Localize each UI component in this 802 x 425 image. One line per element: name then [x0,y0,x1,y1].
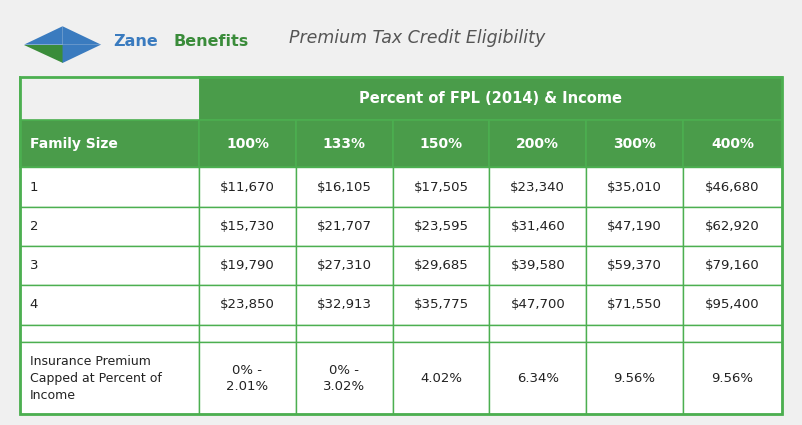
Text: $19,790: $19,790 [220,259,275,272]
Text: Family Size: Family Size [30,137,118,151]
Polygon shape [63,26,101,45]
Bar [199,167,296,207]
Bar [489,325,586,342]
Text: $32,913: $32,913 [317,298,372,312]
Text: Zane: Zane [113,34,158,49]
Text: $23,595: $23,595 [414,220,468,233]
Text: 9.56%: 9.56% [614,372,655,385]
Bar [489,246,586,285]
Text: $62,920: $62,920 [705,220,759,233]
Bar [20,246,199,285]
Bar [393,285,489,325]
Text: $47,190: $47,190 [607,220,662,233]
Text: $16,105: $16,105 [317,181,371,194]
Text: $23,340: $23,340 [510,181,565,194]
Bar [586,246,683,285]
Bar [489,167,586,207]
Text: 4.02%: 4.02% [420,372,462,385]
Bar [586,167,683,207]
Bar [20,285,199,325]
Bar [20,325,199,342]
Bar [586,325,683,342]
Text: 3: 3 [30,259,38,272]
Text: $29,685: $29,685 [414,259,468,272]
Text: 4: 4 [30,298,38,312]
Bar [393,207,489,246]
Polygon shape [63,45,101,63]
Bar [199,285,296,325]
Bar [20,167,199,207]
Bar [199,207,296,246]
Text: Insurance Premium
Capped at Percent of
Income: Insurance Premium Capped at Percent of I… [30,355,161,402]
Bar [199,246,296,285]
Text: $17,505: $17,505 [414,181,468,194]
Text: Premium Tax Credit Eligibility: Premium Tax Credit Eligibility [289,29,545,47]
Text: 150%: 150% [419,137,463,151]
Bar [683,167,782,207]
Bar [296,167,393,207]
Bar [296,207,393,246]
Text: 133%: 133% [322,137,366,151]
Text: $31,460: $31,460 [510,220,565,233]
Bar [393,246,489,285]
Text: 2: 2 [30,220,38,233]
Bar [199,325,296,342]
Text: $15,730: $15,730 [220,220,275,233]
Bar [586,285,683,325]
Bar [683,325,782,342]
Text: $46,680: $46,680 [705,181,759,194]
Text: Percent of FPL (2014) & Income: Percent of FPL (2014) & Income [359,91,622,106]
Bar [393,325,489,342]
Text: Benefits: Benefits [173,34,249,49]
Text: $35,775: $35,775 [414,298,468,312]
Text: $21,707: $21,707 [317,220,372,233]
Bar [20,207,199,246]
Text: 0% -
3.02%: 0% - 3.02% [323,364,365,393]
Text: $23,850: $23,850 [220,298,275,312]
Polygon shape [24,26,63,45]
Text: $39,580: $39,580 [510,259,565,272]
Text: $27,310: $27,310 [317,259,372,272]
Text: 400%: 400% [711,137,754,151]
Bar [393,167,489,207]
Bar [683,207,782,246]
Bar [489,285,586,325]
Text: $47,700: $47,700 [510,298,565,312]
Text: $79,160: $79,160 [705,259,759,272]
Bar [296,285,393,325]
Polygon shape [24,45,63,63]
Text: 6.34%: 6.34% [516,372,559,385]
Text: 0% -
2.01%: 0% - 2.01% [226,364,269,393]
Text: $35,010: $35,010 [607,181,662,194]
Text: 100%: 100% [226,137,269,151]
Bar [296,325,393,342]
Bar [296,246,393,285]
Bar [586,207,683,246]
Text: $59,370: $59,370 [607,259,662,272]
Text: $71,550: $71,550 [607,298,662,312]
Bar [683,246,782,285]
Bar [683,285,782,325]
Text: 9.56%: 9.56% [711,372,753,385]
Bar [489,207,586,246]
Text: 200%: 200% [516,137,559,151]
Text: 1: 1 [30,181,38,194]
Text: $95,400: $95,400 [705,298,759,312]
Text: $11,670: $11,670 [220,181,275,194]
Text: 300%: 300% [613,137,656,151]
